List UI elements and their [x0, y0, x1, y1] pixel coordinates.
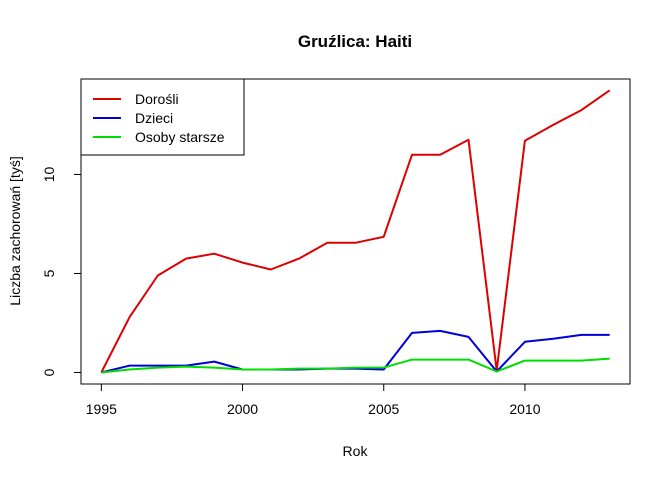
x-axis-label: Rok	[343, 443, 369, 459]
legend-label: Osoby starsze	[135, 129, 225, 145]
series-line-3	[101, 357, 610, 374]
y-axis-label: Liczba zachorowań [tyś]	[7, 156, 23, 305]
y-tick-label: 0	[41, 368, 57, 376]
series-layer	[100, 89, 611, 374]
x-tick-label: 2000	[227, 401, 258, 417]
y-tick-label: 10	[41, 166, 57, 182]
x-tick-label: 2005	[368, 401, 399, 417]
x-axis: 1995 2000 2005 2010	[86, 383, 541, 417]
chart-title: Gruźlica: Haiti	[298, 32, 412, 51]
y-axis: 0 5 10	[41, 166, 82, 376]
x-tick-label: 2010	[509, 401, 540, 417]
y-tick-label: 5	[41, 269, 57, 277]
x-tick-label: 1995	[86, 401, 117, 417]
series-line-1	[100, 89, 611, 373]
legend-label: Dzieci	[135, 110, 173, 126]
legend: Dorośli Dzieci Osoby starsze	[80, 78, 245, 156]
legend-label: Dorośli	[135, 91, 179, 107]
